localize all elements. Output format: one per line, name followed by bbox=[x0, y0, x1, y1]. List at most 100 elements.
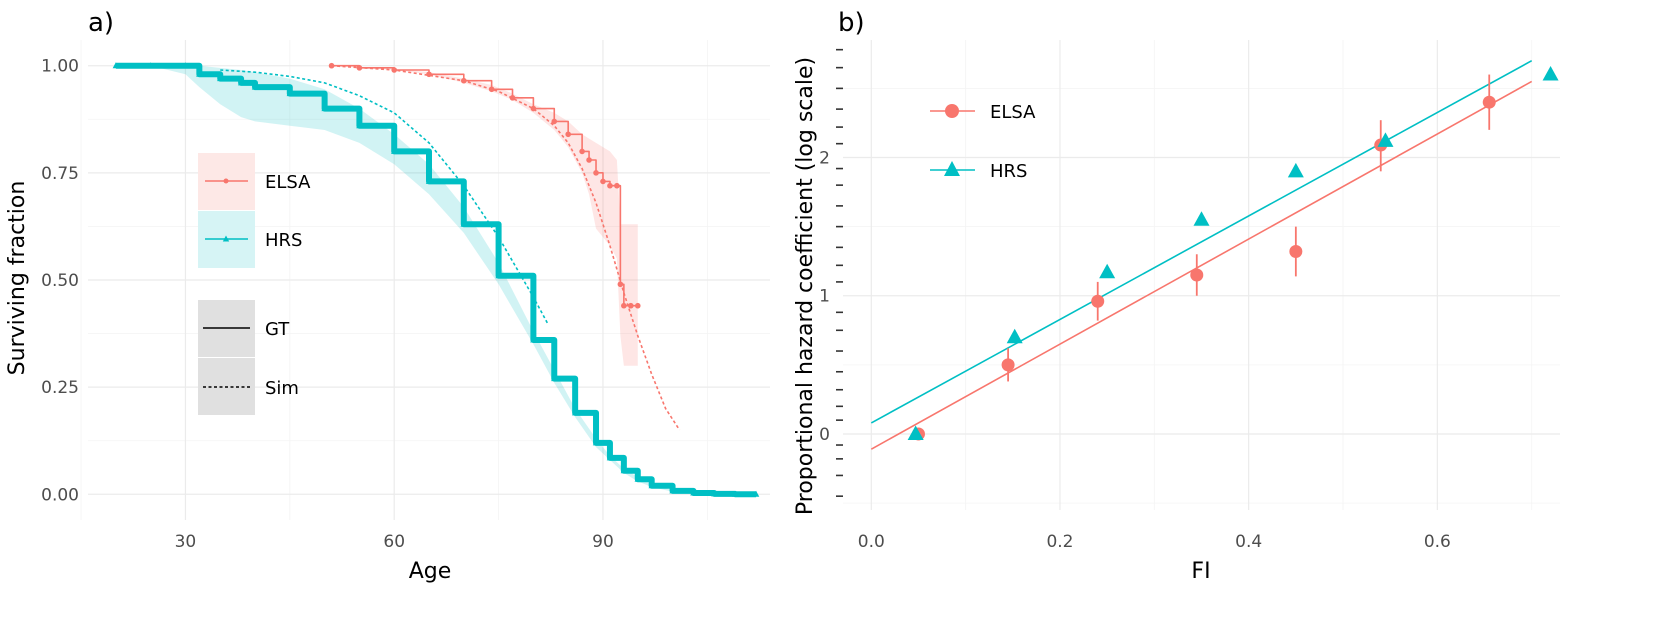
panel-b: 0.0 0.2 0.4 0.6 0 1 2 b) FI Proportional hazar… bbox=[793, 8, 1560, 584]
panel-b-x-axis-label: FI bbox=[1191, 559, 1210, 584]
legend-key-hrs-marker bbox=[222, 235, 230, 242]
panel-b-log-minor-ticks bbox=[836, 48, 843, 497]
legend-label-hrs: HRS bbox=[990, 161, 1027, 182]
elsa-gt-point bbox=[530, 105, 537, 112]
elsa-point bbox=[1091, 294, 1105, 308]
elsa-gt-point bbox=[391, 67, 398, 73]
elsa-gt-point bbox=[593, 170, 599, 176]
hrs-gt-point bbox=[391, 147, 398, 154]
y-tick-label: 0.25 bbox=[41, 378, 79, 398]
elsa-gt-point bbox=[328, 62, 335, 69]
panel-a-x-axis-label: Age bbox=[409, 559, 452, 584]
elsa-gt-point bbox=[356, 65, 363, 71]
elsa-gt-ci-band bbox=[331, 65, 638, 366]
elsa-gt-point bbox=[621, 302, 627, 309]
hrs-gt-point bbox=[460, 220, 467, 227]
legend-label-elsa: ELSA bbox=[265, 172, 311, 193]
hrs-gt-point bbox=[495, 272, 502, 279]
elsa-gt-point bbox=[426, 71, 432, 78]
hrs-gt-point bbox=[251, 83, 259, 90]
hrs-gt-point bbox=[182, 62, 189, 69]
elsa-gt-point bbox=[551, 118, 558, 125]
elsa-gt-point bbox=[460, 77, 467, 84]
hrs-gt-point bbox=[690, 489, 697, 496]
legend-label-hrs: HRS bbox=[265, 230, 302, 251]
x-tick-label: 0.4 bbox=[1235, 532, 1262, 552]
elsa-gt-point bbox=[600, 178, 606, 185]
elsa-gt-point bbox=[586, 157, 592, 163]
panel-b-tag: b) bbox=[838, 8, 865, 38]
y-tick-label: 0 bbox=[819, 425, 830, 445]
elsa-fit-line bbox=[870, 80, 1533, 450]
elsa-gt-point bbox=[617, 281, 624, 288]
panel-b-fit-lines bbox=[870, 60, 1533, 450]
legend-label-sim: Sim bbox=[265, 378, 299, 399]
elsa-gt-point bbox=[607, 182, 613, 189]
panel-b-y-axis-label: Proportional hazard coefficient (log sca… bbox=[793, 57, 818, 515]
panel-a-y-axis-label: Surviving fraction bbox=[5, 181, 30, 376]
hrs-gt-line bbox=[115, 62, 757, 498]
elsa-point bbox=[1482, 95, 1496, 109]
y-tick-label: 1.00 bbox=[41, 57, 79, 77]
hrs-point bbox=[1377, 132, 1394, 147]
hrs-gt-point bbox=[648, 482, 655, 489]
y-tick-label: 2 bbox=[819, 149, 830, 169]
elsa-point bbox=[1001, 358, 1015, 372]
hrs-gt-point bbox=[530, 336, 537, 343]
panel-a-legend: ELSA HRS GT Sim bbox=[198, 153, 311, 415]
panel-b-markers bbox=[907, 66, 1559, 441]
elsa-gt-point bbox=[509, 95, 516, 101]
hrs-gt-point bbox=[356, 122, 363, 129]
elsa-gt-point bbox=[614, 182, 620, 189]
hrs-gt-point bbox=[147, 62, 154, 69]
elsa-gt-point bbox=[634, 302, 641, 309]
hrs-point bbox=[1542, 66, 1559, 81]
hrs-gt-point bbox=[606, 454, 614, 461]
hrs-gt-point bbox=[112, 62, 120, 69]
hrs-gt-point bbox=[592, 439, 600, 446]
elsa-point bbox=[1289, 245, 1303, 258]
hrs-fit-line bbox=[870, 60, 1533, 424]
hrs-gt-point bbox=[732, 490, 739, 497]
legend-key-hrs-marker bbox=[944, 161, 960, 176]
hrs-gt-point bbox=[620, 467, 628, 474]
y-tick-label: 0.75 bbox=[41, 164, 79, 184]
hrs-gt-point bbox=[237, 79, 245, 86]
x-tick-label: 90 bbox=[592, 532, 614, 552]
hrs-point bbox=[1006, 328, 1023, 344]
y-tick-label: 0.50 bbox=[41, 271, 79, 291]
x-tick-label: 0.2 bbox=[1046, 532, 1073, 552]
hrs-gt-point bbox=[711, 490, 718, 497]
hrs-point bbox=[1193, 211, 1210, 226]
elsa-gt-point bbox=[488, 86, 495, 93]
panel-b-error-bars bbox=[1007, 74, 1491, 382]
elsa-sim-line bbox=[331, 64, 681, 431]
hrs-gt-point bbox=[634, 475, 641, 482]
hrs-gt-point bbox=[217, 75, 224, 82]
hrs-gt-point bbox=[551, 375, 558, 382]
elsa-gt-point bbox=[565, 131, 571, 138]
hrs-gt-point bbox=[752, 490, 760, 497]
y-tick-label: 1 bbox=[819, 287, 830, 307]
panel-a-markers bbox=[112, 62, 760, 497]
panel-a-grid bbox=[80, 40, 770, 520]
hrs-gt-point bbox=[321, 105, 328, 112]
elsa-gt-point bbox=[628, 302, 634, 309]
hrs-gt-point bbox=[196, 70, 203, 77]
hrs-gt-point bbox=[286, 90, 294, 97]
x-tick-label: 0.0 bbox=[858, 532, 885, 552]
hrs-gt-point bbox=[571, 409, 579, 416]
hrs-gt-point bbox=[669, 487, 676, 494]
legend-key-elsa-marker bbox=[223, 178, 229, 184]
legend-label-elsa: ELSA bbox=[990, 102, 1036, 123]
hrs-gt-point bbox=[425, 177, 433, 184]
x-tick-label: 0.6 bbox=[1424, 532, 1451, 552]
panel-b-legend: ELSA HRS bbox=[930, 102, 1036, 182]
legend-key-elsa-marker bbox=[945, 104, 959, 118]
legend-label-gt: GT bbox=[265, 319, 290, 340]
hrs-point bbox=[907, 425, 924, 440]
hrs-point bbox=[1099, 263, 1116, 279]
panel-b-grid bbox=[843, 40, 1560, 510]
panel-a: 30 60 90 0.00 0.25 0.50 0.75 1.00 a) Age Surviv… bbox=[5, 8, 770, 584]
